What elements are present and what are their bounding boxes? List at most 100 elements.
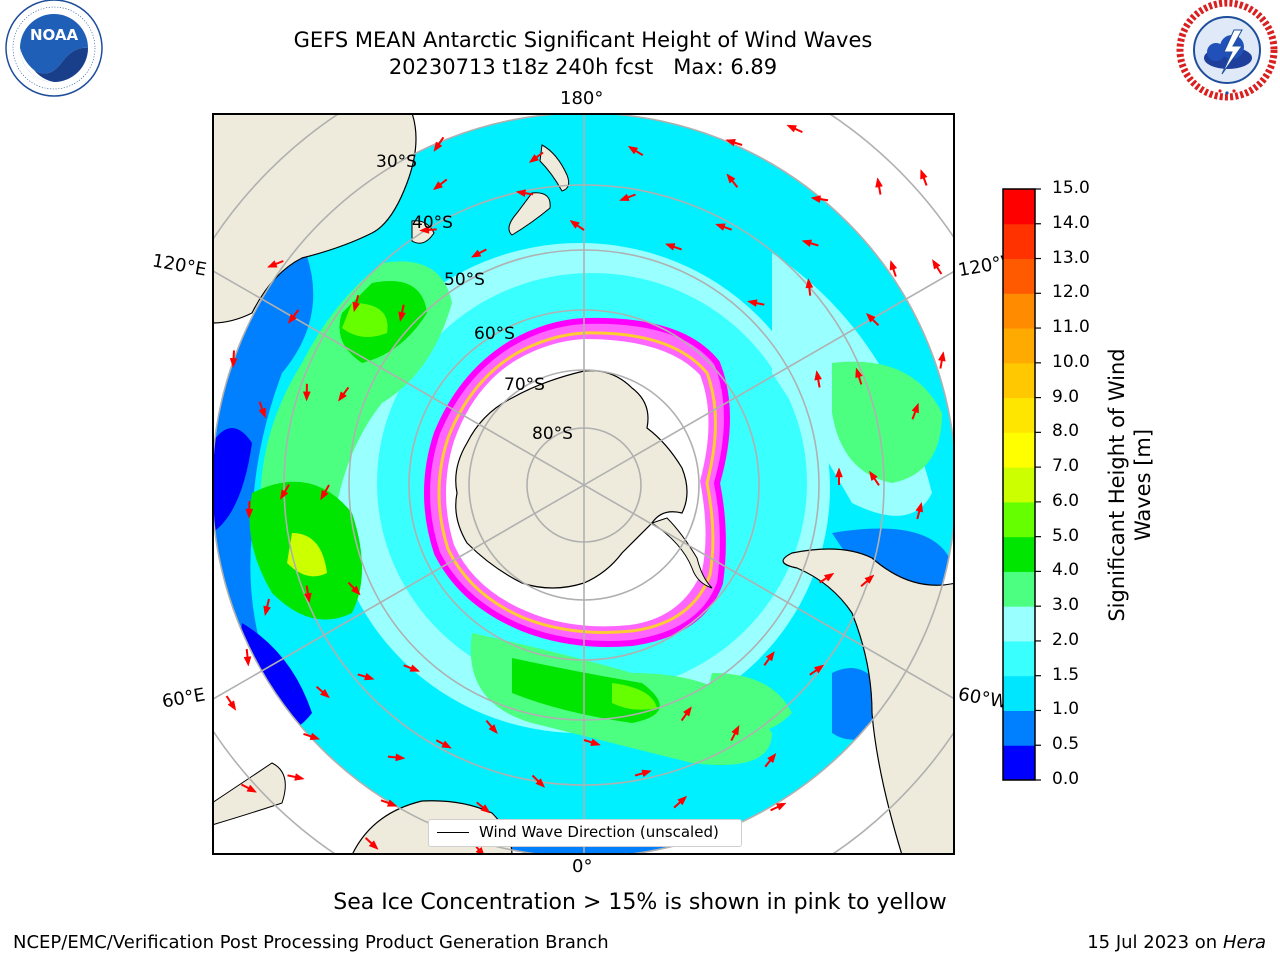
colorbar-segment [1003, 362, 1035, 399]
wave-direction-arrow-head [266, 260, 278, 268]
wave-direction-arrow-head [528, 154, 540, 164]
colorbar-tick-label: 12.0 [1052, 282, 1090, 303]
polar-map [212, 113, 955, 855]
colorbar-tick-label: 13.0 [1052, 247, 1090, 268]
wave-direction-arrow-head [725, 139, 736, 147]
colorbar-tick-label: 15.0 [1052, 178, 1090, 198]
wave-direction-arrow-head [767, 752, 777, 764]
wave-direction-arrow-head [618, 193, 630, 201]
lon-label-0: 0° [572, 856, 593, 877]
colorbar-segment [1003, 223, 1035, 260]
wave-direction-arrow-head [243, 656, 252, 667]
wave-direction-arrow-head [319, 688, 331, 699]
colorbar-tick-label: 4.0 [1052, 560, 1080, 581]
colorbar-tick-label: 14.0 [1052, 212, 1090, 233]
wave-direction-arrow-head [911, 402, 919, 414]
colorbar-segment [1003, 536, 1035, 572]
lon-label-180: 180° [560, 88, 604, 109]
colorbar-tick-label: 10.0 [1052, 351, 1090, 372]
colorbar-segment [1003, 606, 1035, 642]
colorbar-segment [1003, 189, 1035, 225]
colorbar-label-line2: Waves [m] [1131, 428, 1155, 542]
colorbar-segment [1003, 710, 1035, 746]
chart-title: GEFS MEAN Antarctic Significant Height o… [293, 28, 873, 52]
colorbar-segment [1003, 293, 1035, 329]
wave-direction-arrow-head [726, 173, 736, 184]
wave-direction-arrow-head [302, 391, 311, 402]
wave-direction-arrow-head [320, 489, 329, 501]
wave-direction-arrow-head [677, 795, 688, 806]
colorbar-segment [1003, 675, 1035, 711]
colorbar-segment [1003, 397, 1035, 433]
wave-direction-arrow-head [246, 784, 258, 793]
wave-direction-arrow-head [813, 664, 825, 674]
wave-direction-arrow-head [409, 664, 421, 672]
lat-label-70s: 70°S [504, 375, 545, 395]
wave-direction-arrow-head [303, 592, 312, 604]
lat-label-30s: 30°S [376, 152, 417, 172]
chart-subtitle: 20230713 t18z 240h fcst Max: 6.89 [388, 55, 778, 79]
wave-direction-arrow-head [590, 738, 601, 746]
wave-direction-arrow-head [229, 357, 238, 369]
wave-direction-arrow-head [937, 351, 946, 362]
colorbar-tick-label: 7.0 [1052, 456, 1080, 477]
lat-label-40s: 40°S [412, 213, 453, 233]
wave-direction-arrow-head [432, 181, 444, 191]
map-frame [212, 113, 955, 855]
wave-direction-arrow-head [263, 605, 271, 617]
colorbar-tick-label: 1.5 [1052, 664, 1080, 685]
colorbar-segment [1003, 571, 1035, 607]
colorbar-segment [1003, 467, 1035, 503]
wave-direction-arrow-head [835, 467, 843, 478]
colorbar-tick-label: 11.0 [1052, 317, 1090, 338]
wave-direction-arrow-head [889, 259, 898, 271]
south-america [782, 548, 954, 854]
colorbar-segment [1003, 640, 1035, 677]
wave-direction-arrow-head [915, 501, 923, 513]
nws-logo [1176, 0, 1278, 101]
colorbar-tick-label: 6.0 [1052, 490, 1080, 511]
colorbar-segment [1003, 258, 1035, 294]
wave-direction-arrow-head [932, 259, 941, 270]
wave-direction-arrow-head [258, 407, 266, 419]
wave-direction-arrow-head [470, 249, 482, 258]
wave-direction-arrow-head [480, 804, 491, 814]
lat-label-80s: 80°S [532, 424, 573, 444]
new-zealand [539, 144, 570, 192]
legend-line-sample [437, 832, 469, 833]
antarctica [455, 370, 688, 589]
footer-left: NCEP/EMC/Verification Post Processing Pr… [13, 932, 609, 953]
wave-direction-arrow-head [786, 124, 797, 133]
wave-direction-arrow-head [294, 773, 305, 781]
wave-direction-arrow-head [309, 732, 321, 740]
wave-direction-arrow-head [386, 799, 398, 807]
wave-direction-arrow-head [337, 391, 347, 402]
sea-ice-caption: Sea Ice Concentration > 15% is shown in … [333, 890, 947, 915]
wave-direction-arrow-head [801, 239, 813, 248]
wave-direction-arrow-head [641, 769, 652, 778]
wind-wave-arrows [225, 124, 946, 854]
wave-direction-arrow-head [398, 311, 406, 322]
wave-direction-arrow-head [419, 226, 430, 234]
footer-date: 15 Jul 2023 on [1087, 932, 1223, 953]
colorbar-label: Significant Height of Wind Waves [m] [1104, 348, 1156, 621]
wave-direction-arrow-head [279, 489, 289, 500]
lat-label-50s: 50°S [444, 270, 485, 290]
wave-direction-arrow-head [287, 313, 297, 324]
wave-direction-arrow-head [823, 572, 835, 582]
wave-direction-arrow-head [245, 508, 254, 519]
wave-direction-arrow-head [765, 651, 775, 662]
wave-direction-arrow-head [805, 278, 814, 289]
wave-direction-arrow-head [869, 470, 878, 482]
meridians [213, 114, 954, 854]
wave-direction-arrow-head [352, 301, 361, 313]
wave-direction-arrow-head [814, 370, 823, 381]
wave-direction-arrow-head [865, 312, 876, 323]
wave-direction-arrow-head [864, 574, 875, 584]
wave-direction-arrow-head [776, 802, 787, 811]
wave-direction-arrow-head [569, 220, 580, 229]
wave-direction-arrow-head [714, 223, 726, 231]
colorbar-segment [1003, 328, 1035, 364]
colorbar-tick-label: 1.0 [1052, 699, 1080, 720]
wave-direction-arrow-head [515, 189, 527, 198]
